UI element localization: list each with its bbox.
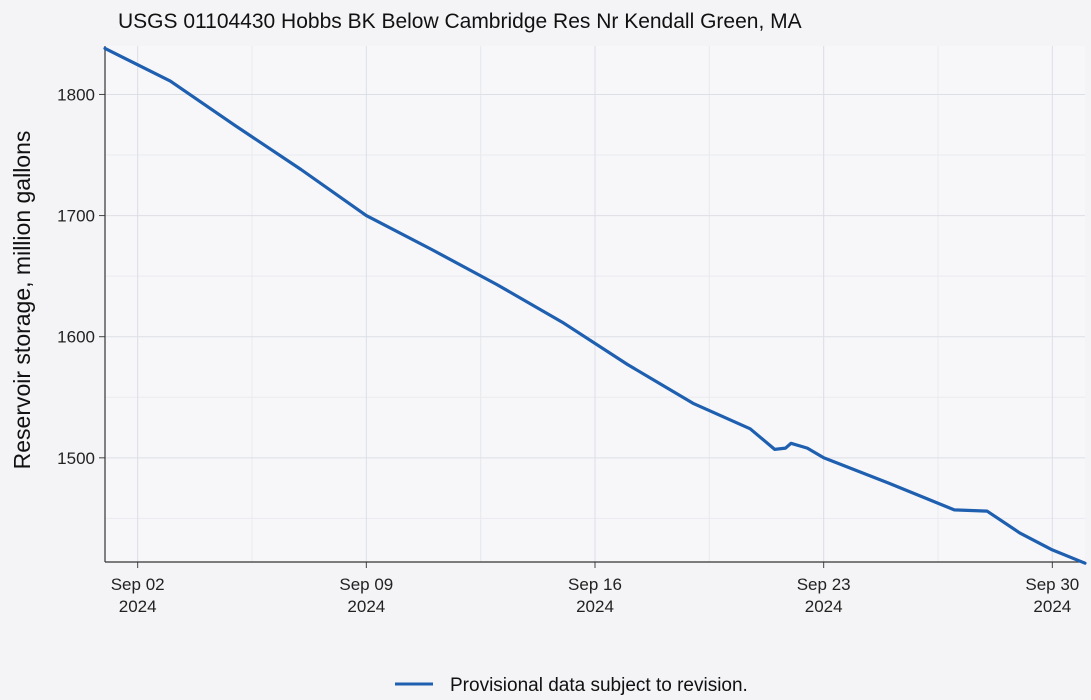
- y-axis-label: Reservoir storage, million gallons: [9, 131, 35, 470]
- y-tick-label: 1600: [57, 328, 95, 347]
- x-tick-label: Sep 09: [339, 575, 393, 594]
- x-tick-year-label: 2024: [576, 597, 614, 616]
- gridlines: [105, 46, 1085, 562]
- x-tick-label: Sep 02: [111, 575, 165, 594]
- y-tick-label: 1800: [57, 85, 95, 104]
- x-tick-labels: Sep 02 2024 Sep 09 2024 Sep 16 2024 Sep 23 2024…: [111, 575, 1080, 616]
- legend-entry: Provisional data subject to revision.: [450, 675, 748, 696]
- chart-title: USGS 01104430 Hobbs BK Below Cambridge R…: [118, 10, 802, 33]
- x-tick-label: Sep 16: [568, 575, 622, 594]
- y-tick-labels: 1500 1600 1700 1800: [57, 85, 95, 467]
- x-tick-label: Sep 30: [1025, 575, 1079, 594]
- x-tick-year-label: 2024: [1033, 597, 1071, 616]
- x-tick-year-label: 2024: [119, 597, 157, 616]
- y-tick-label: 1700: [57, 207, 95, 226]
- legend: Provisional data subject to revision.: [395, 675, 748, 696]
- axes: [99, 46, 1085, 568]
- x-tick-label: Sep 23: [797, 575, 851, 594]
- series-line: [103, 46, 1087, 565]
- series-layer: [103, 46, 1087, 565]
- x-tick-year-label: 2024: [347, 597, 385, 616]
- y-tick-label: 1500: [57, 449, 95, 468]
- x-tick-year-label: 2024: [805, 597, 843, 616]
